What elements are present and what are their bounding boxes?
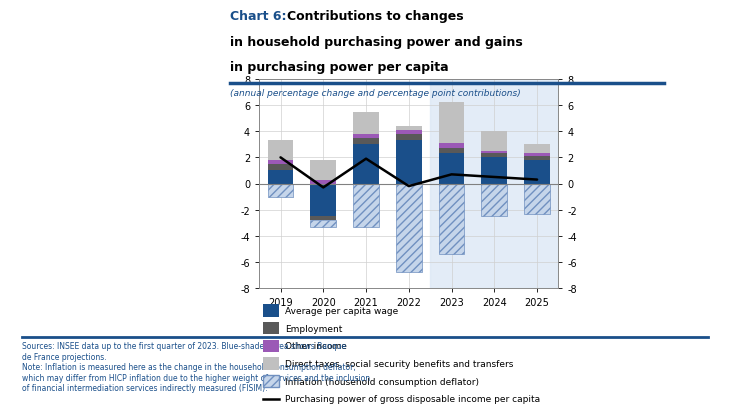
Bar [310,220,336,227]
Bar [439,154,464,184]
Bar [524,145,550,154]
Text: Other income: Other income [285,342,347,351]
Bar [482,151,507,154]
Bar [353,138,379,145]
Bar [310,161,336,180]
Text: in purchasing power per capita: in purchasing power per capita [230,61,448,74]
Bar [524,161,550,184]
Bar [396,135,422,141]
Bar [482,154,507,158]
Bar [396,127,422,130]
Bar [353,145,379,184]
Bar [482,132,507,151]
Text: Chart 6:: Chart 6: [230,10,286,23]
Text: Direct taxes, social security benefits and transfers: Direct taxes, social security benefits a… [285,359,513,368]
Bar [268,141,293,161]
Bar [310,184,336,217]
Bar [430,80,558,288]
Text: (annual percentage change and percentage point contributions): (annual percentage change and percentage… [230,88,520,97]
Text: Purchasing power of gross disposable income per capita: Purchasing power of gross disposable inc… [285,394,539,403]
Bar [524,184,550,214]
Text: in household purchasing power and gains: in household purchasing power and gains [230,36,523,49]
Bar [353,184,379,227]
Bar [310,217,336,220]
Bar [268,161,293,164]
Bar [439,149,464,154]
Text: Inflation (household consumption deflator): Inflation (household consumption deflato… [285,377,479,386]
Text: Average per capita wage: Average per capita wage [285,306,398,315]
Bar [482,184,507,217]
Bar [268,171,293,184]
Bar [268,164,293,171]
Text: Contributions to changes: Contributions to changes [287,10,464,23]
Text: Employment: Employment [285,324,342,333]
Bar [524,154,550,157]
Bar [310,180,336,184]
Bar [353,135,379,138]
Bar [396,141,422,184]
Bar [396,130,422,135]
Bar [353,112,379,135]
Bar [268,184,293,197]
Bar [439,184,464,254]
Bar [439,103,464,144]
Text: Sources: INSEE data up to the first quarter of 2023. Blue-shaded area shows Banq: Sources: INSEE data up to the first quar… [22,342,370,392]
Bar [524,157,550,161]
Bar [439,144,464,149]
Bar [396,184,422,273]
Bar [482,158,507,184]
